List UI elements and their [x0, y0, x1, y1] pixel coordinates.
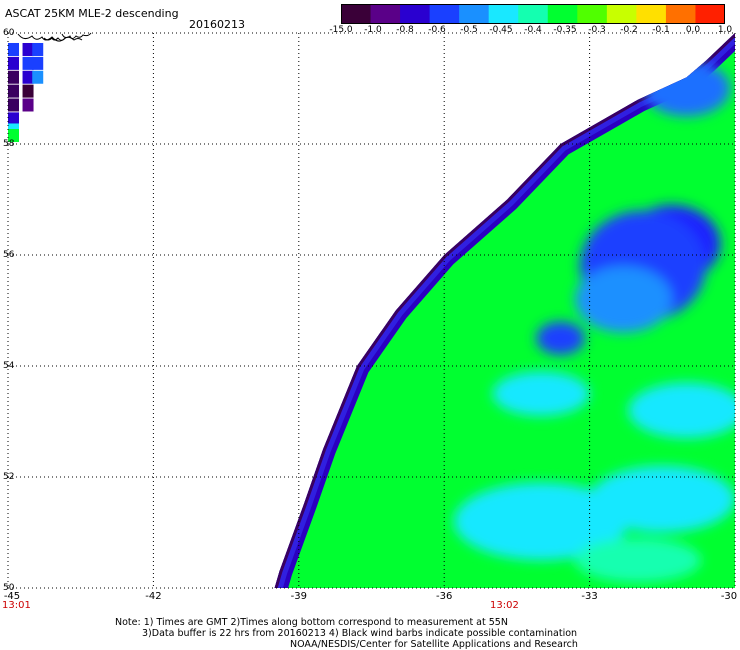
wind-cell — [22, 98, 34, 112]
wind-cell — [32, 56, 44, 70]
wind-patch — [453, 482, 629, 561]
wind-patch — [575, 538, 702, 583]
colorbar-tick-label: -1.0 — [364, 25, 382, 35]
note-line-3: NOAA/NESDIS/Center for Satellite Applica… — [290, 639, 578, 650]
colorbar-tick-label: -0.5 — [460, 25, 478, 35]
wind-cell — [32, 70, 44, 84]
colorbar-segment — [370, 4, 401, 24]
latitude-tick-label: 54 — [3, 361, 15, 371]
latitude-tick-label: 56 — [3, 250, 15, 260]
wind-cell — [8, 42, 19, 56]
wind-cell — [22, 70, 34, 84]
east-swath — [274, 33, 735, 588]
colorbar-frame — [341, 4, 725, 24]
colorbar-segment — [547, 4, 578, 24]
colorbar-tick-label: -0.2 — [620, 25, 638, 35]
wind-patch — [642, 60, 731, 117]
product-date: 20160213 — [189, 18, 245, 31]
grid-lines — [7, 32, 736, 589]
colorbar-tick-label: -15.0 — [329, 25, 353, 35]
longitude-tick-label: -33 — [581, 591, 598, 602]
wind-cell — [8, 129, 19, 143]
latitude-tick-label: 52 — [3, 472, 15, 482]
colorbar-tick-label: -0.3 — [588, 25, 606, 35]
latitude-tick-label: 60 — [3, 28, 15, 38]
wind-patch — [628, 382, 735, 439]
longitude-tick-label: -36 — [436, 591, 453, 602]
coastline — [17, 32, 92, 42]
colorbar-segment — [341, 4, 372, 24]
colorbar-segment — [636, 4, 667, 24]
colorbar-tick-label: -0.35 — [553, 25, 577, 35]
wind-patch — [492, 371, 590, 416]
colorbar-segment — [429, 4, 460, 24]
wind-cell — [22, 56, 34, 70]
time-label-left: 13:01 — [2, 600, 31, 611]
wind-cell — [8, 84, 19, 98]
west-swath-fragment — [8, 42, 44, 143]
longitude-tick-label: -42 — [145, 591, 162, 602]
wind-cell — [22, 84, 34, 98]
product-title: ASCAT 25KM MLE-2 descending — [5, 7, 179, 20]
wind-patch — [589, 465, 735, 533]
colorbar-segment — [400, 4, 431, 24]
note-line-2: 3)Data buffer is 22 hrs from 20160213 4)… — [142, 628, 578, 639]
latitude-tick-label: 58 — [3, 139, 15, 149]
colorbar-tick-label: -0.1 — [652, 25, 670, 35]
wind-cell — [8, 56, 19, 70]
wind-cell — [8, 98, 19, 112]
wind-cell — [22, 42, 34, 56]
colorbar — [341, 4, 725, 24]
colorbar-tick-label: -0.6 — [428, 25, 446, 35]
note-line-1: Note: 1) Times are GMT 2)Times along bot… — [115, 617, 508, 628]
wind-patch — [575, 266, 672, 333]
colorbar-segment — [518, 4, 549, 24]
wind-patches — [453, 60, 735, 583]
wind-cell — [32, 42, 44, 56]
longitude-tick-label: -30 — [720, 591, 738, 602]
colorbar-tick-label: -0.45 — [489, 25, 513, 35]
time-label-center: 13:02 — [490, 600, 519, 611]
colorbar-tick-label: -0.4 — [524, 25, 542, 35]
wind-patch — [536, 321, 585, 355]
wind-swath-layer — [8, 33, 735, 588]
colorbar-tick-label: -0.8 — [396, 25, 414, 35]
colorbar-tick-label: 0.0 — [685, 25, 701, 35]
colorbar-segment — [488, 4, 519, 24]
longitude-tick-label: -39 — [290, 591, 307, 602]
colorbar-segment — [665, 4, 696, 24]
colorbar-tick-label: 1.0 — [717, 25, 733, 35]
colorbar-segment — [695, 4, 725, 24]
swath-base — [274, 33, 735, 588]
colorbar-segment — [606, 4, 637, 24]
wind-cell — [8, 112, 19, 126]
longitude-tick-label: -45 — [3, 591, 21, 602]
latitude-tick-label: 50 — [3, 583, 15, 593]
colorbar-segment — [459, 4, 490, 24]
wind-cell — [8, 70, 19, 84]
colorbar-segment — [577, 4, 608, 24]
